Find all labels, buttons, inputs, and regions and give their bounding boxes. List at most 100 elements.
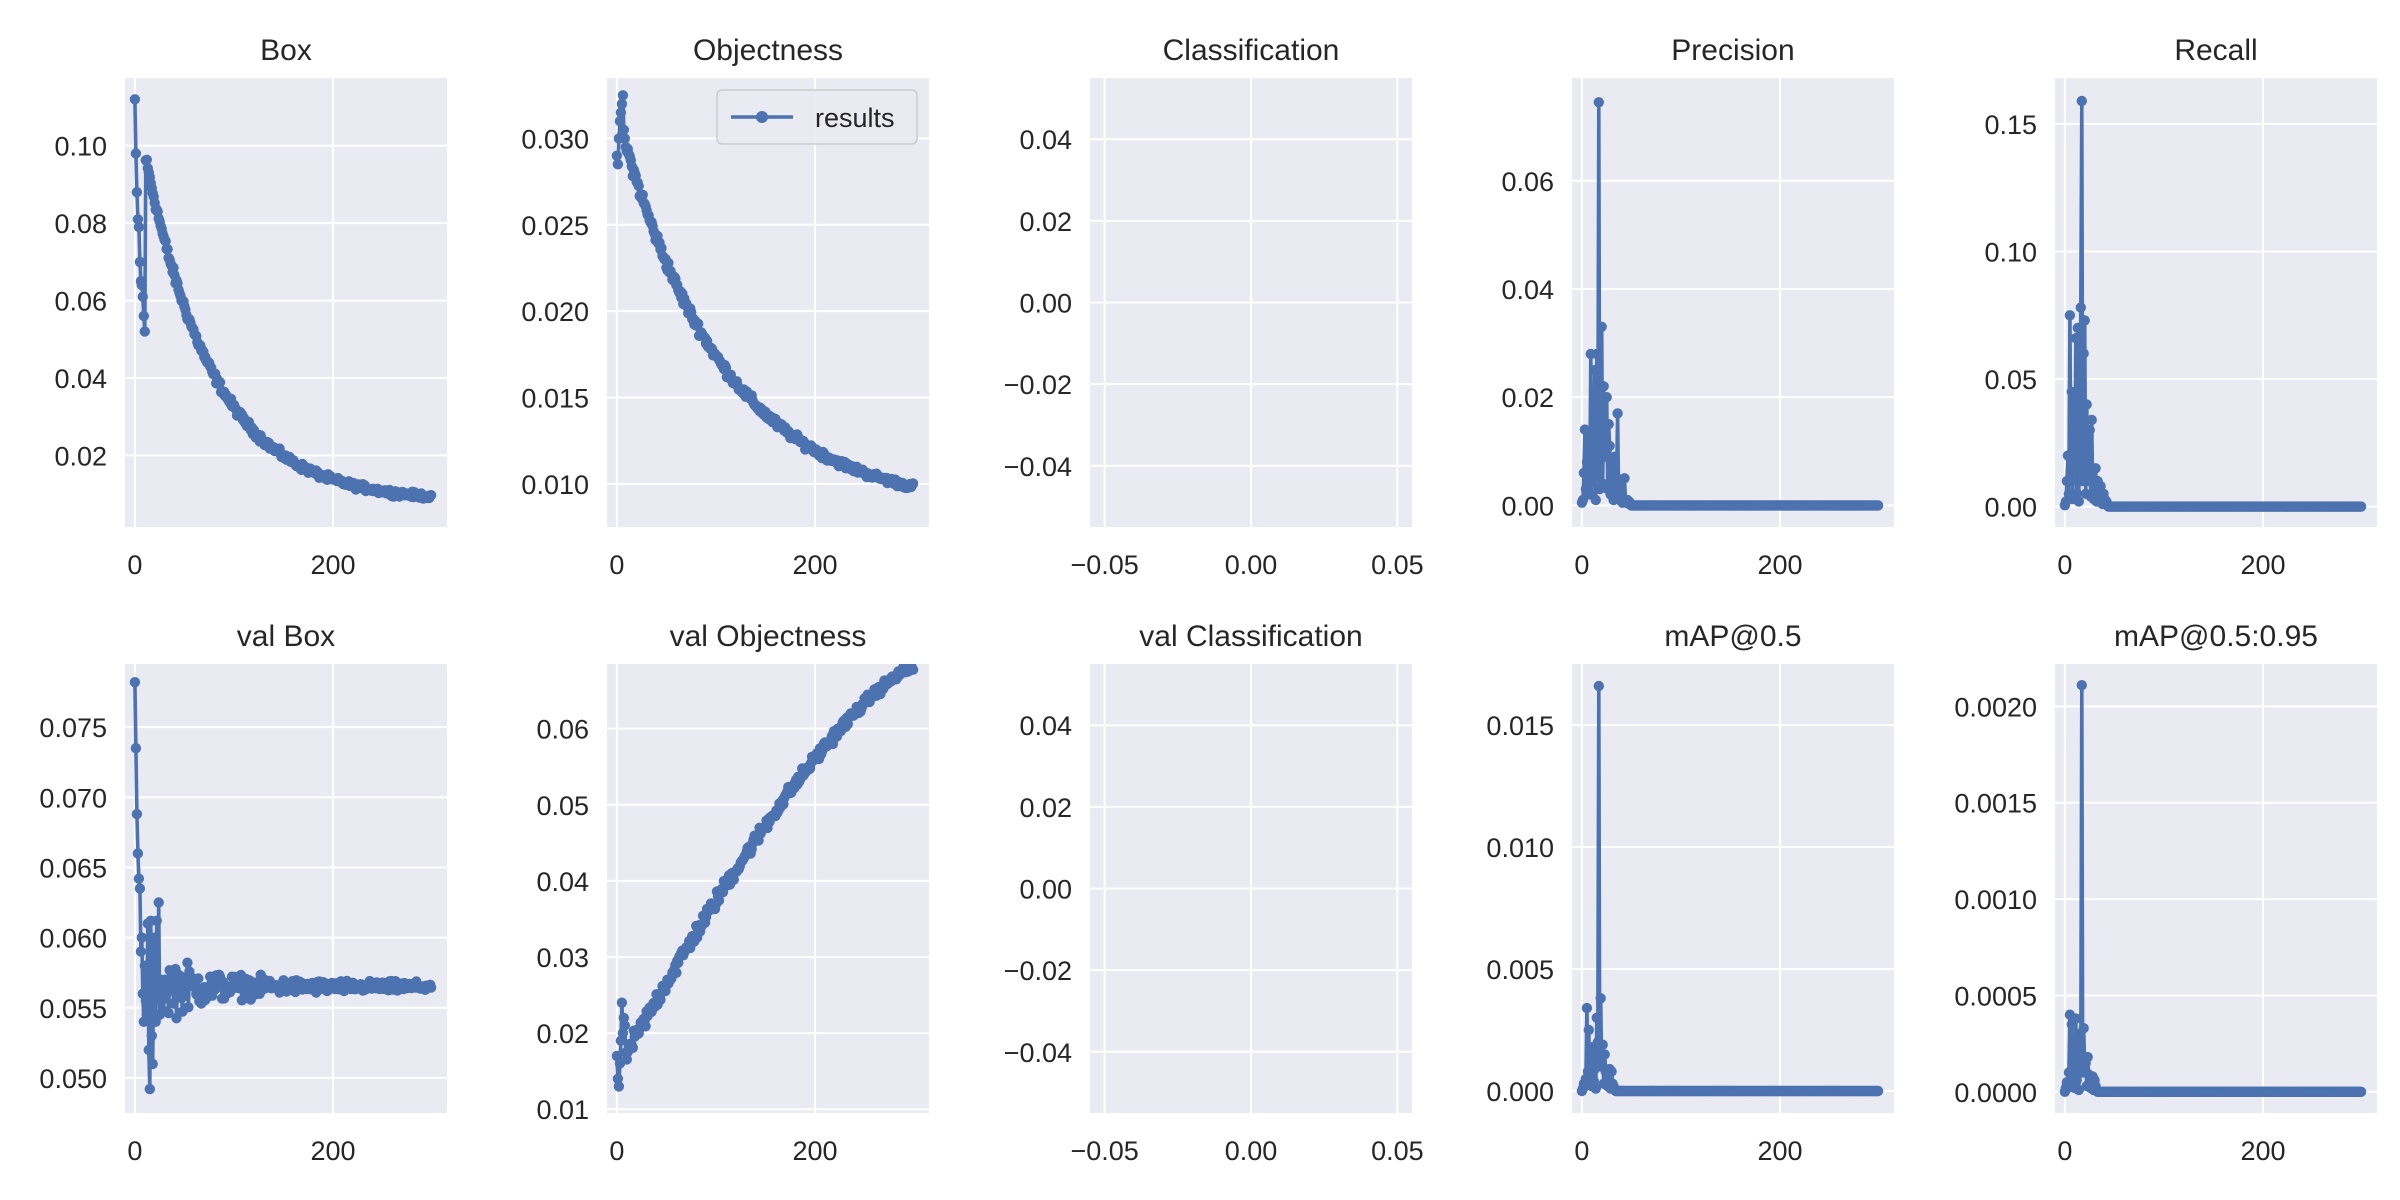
plot-area bbox=[1572, 664, 1894, 1113]
data-point bbox=[151, 915, 162, 926]
data-point bbox=[133, 221, 145, 233]
data-point bbox=[663, 257, 674, 269]
y-tick-label: 0.04 bbox=[536, 867, 589, 897]
data-point bbox=[132, 848, 144, 859]
plot-area bbox=[2055, 78, 2377, 527]
data-point bbox=[1619, 473, 1630, 484]
data-point bbox=[2355, 501, 2367, 512]
data-point bbox=[1597, 1039, 1608, 1050]
y-tick-label: −0.02 bbox=[1004, 370, 1072, 400]
y-tick-label: −0.04 bbox=[1004, 452, 1072, 482]
data-point bbox=[136, 279, 147, 291]
y-tick-label: 0.060 bbox=[39, 924, 107, 954]
y-tick-label: 0.055 bbox=[39, 994, 107, 1024]
y-tick-label: 0.0010 bbox=[1954, 885, 2037, 915]
x-tick-label: 200 bbox=[1758, 550, 1803, 580]
y-tick-label: −0.04 bbox=[1004, 1038, 1072, 1068]
data-point bbox=[2070, 1013, 2081, 1024]
data-point bbox=[2065, 475, 2077, 487]
data-point bbox=[2090, 463, 2101, 474]
y-tick-label: 0.030 bbox=[521, 124, 589, 154]
plot-area bbox=[125, 664, 447, 1113]
y-tick-label: 0.0015 bbox=[1954, 789, 2037, 819]
data-point bbox=[136, 932, 147, 943]
data-point bbox=[1872, 500, 1884, 511]
data-point bbox=[2073, 1084, 2084, 1096]
y-tick-label: 0.0020 bbox=[1954, 692, 2037, 722]
panel-title: Box bbox=[260, 34, 312, 67]
panel-val_classification: −0.05 0.00 0.05 −0.04 −0.02 0.00 0.02 0.04 val C… bbox=[1004, 620, 1424, 1166]
data-point bbox=[2069, 463, 2080, 474]
data-point bbox=[619, 1020, 630, 1031]
panel-title: val Objectness bbox=[670, 620, 867, 653]
data-point bbox=[1601, 392, 1612, 403]
data-point bbox=[141, 1009, 152, 1020]
data-point bbox=[2073, 496, 2084, 507]
y-tick-label: 0.00 bbox=[1019, 289, 1072, 319]
x-tick-label: 200 bbox=[1758, 1136, 1803, 1166]
x-tick-label: 0 bbox=[609, 1136, 624, 1166]
x-tick-label: 200 bbox=[793, 550, 838, 580]
x-tick-label: 200 bbox=[2241, 1136, 2286, 1166]
y-tick-label: 0.02 bbox=[536, 1019, 589, 1049]
y-tick-label: 0.010 bbox=[521, 470, 589, 500]
plot-area bbox=[607, 78, 929, 527]
data-point bbox=[1581, 456, 1593, 468]
data-point bbox=[153, 897, 164, 908]
data-point bbox=[141, 154, 152, 165]
data-point bbox=[619, 133, 630, 144]
y-tick-label: 0.010 bbox=[1486, 833, 1554, 863]
y-tick-label: 0.01 bbox=[536, 1095, 589, 1125]
y-tick-label: 0.04 bbox=[54, 364, 107, 394]
y-tick-label: 0.020 bbox=[521, 297, 589, 327]
series-results bbox=[2059, 680, 2367, 1098]
series-results bbox=[1576, 680, 1884, 1097]
y-tick-label: 0.02 bbox=[54, 441, 107, 471]
series-results bbox=[129, 94, 437, 504]
series-results bbox=[611, 90, 919, 494]
data-point bbox=[2076, 680, 2087, 691]
x-tick-label: 0.00 bbox=[1225, 550, 1278, 580]
data-point bbox=[633, 180, 644, 192]
x-tick-label: −0.05 bbox=[1070, 1136, 1138, 1166]
data-point bbox=[214, 377, 226, 388]
data-point bbox=[1591, 348, 1603, 360]
data-point bbox=[627, 1042, 638, 1054]
data-point bbox=[130, 148, 142, 159]
panel-title: val Classification bbox=[1139, 620, 1362, 653]
y-tick-label: 0.070 bbox=[39, 783, 107, 813]
data-point bbox=[162, 244, 173, 255]
data-point bbox=[2079, 315, 2090, 326]
legend: results bbox=[716, 89, 918, 145]
data-point bbox=[425, 982, 437, 993]
data-point bbox=[140, 995, 151, 1006]
data-point bbox=[131, 187, 143, 198]
data-point bbox=[1616, 483, 1627, 495]
panel-recall: 0 200 0.00 0.05 0.10 0.15 Recall bbox=[1984, 34, 2377, 580]
y-tick-label: 0.02 bbox=[1501, 383, 1554, 413]
y-tick-label: 0.06 bbox=[536, 715, 589, 745]
y-tick-label: 0.000 bbox=[1486, 1077, 1554, 1107]
data-point bbox=[134, 883, 146, 894]
data-point bbox=[130, 743, 142, 754]
data-point bbox=[179, 990, 190, 1002]
data-point bbox=[2075, 302, 2086, 313]
data-point bbox=[1592, 467, 1604, 479]
y-tick-label: 0.0000 bbox=[1954, 1078, 2037, 1108]
panel-classification: −0.05 0.00 0.05 −0.04 −0.02 0.00 0.02 0.04 Class… bbox=[1004, 34, 1424, 580]
data-point bbox=[612, 159, 624, 170]
data-point bbox=[129, 94, 141, 105]
data-point bbox=[1593, 97, 1605, 108]
panel-title: Precision bbox=[1671, 34, 1794, 67]
data-point bbox=[671, 967, 682, 978]
data-point bbox=[163, 1007, 174, 1019]
data-point bbox=[1603, 419, 1614, 430]
y-tick-label: 0.05 bbox=[1984, 365, 2037, 395]
data-point bbox=[144, 1083, 155, 1095]
x-tick-label: 0 bbox=[127, 1136, 142, 1166]
data-point bbox=[132, 214, 144, 225]
data-point bbox=[168, 998, 179, 1009]
y-tick-label: 0.10 bbox=[54, 132, 107, 162]
panel-map5095: 0 200 0.0000 0.0005 0.0010 0.0015 0.0020 mAP@0.… bbox=[1954, 620, 2377, 1166]
